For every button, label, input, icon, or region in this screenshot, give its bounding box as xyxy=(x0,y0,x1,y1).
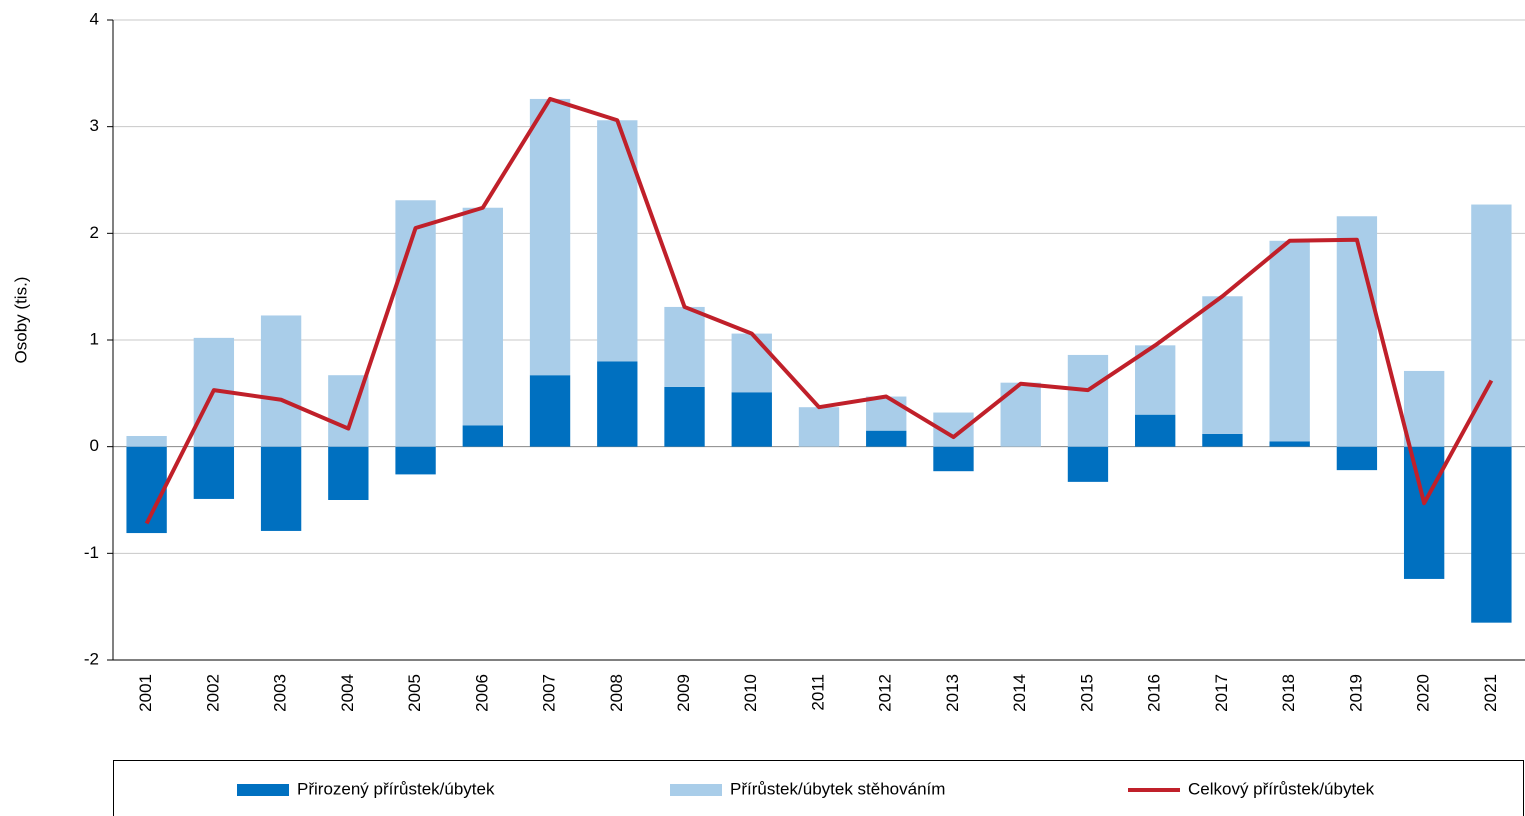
bar xyxy=(1000,382,1041,447)
x-tick-label: 2006 xyxy=(472,674,491,712)
bar xyxy=(1336,216,1378,447)
bar xyxy=(866,430,907,447)
legend-swatch xyxy=(237,784,289,796)
x-tick-label: 2012 xyxy=(876,674,895,712)
line xyxy=(144,96,1494,525)
legend-label: Celkový přírůstek/úbytek xyxy=(1188,779,1375,798)
x-tick-label: 2013 xyxy=(943,674,962,712)
x-tick-label: 2014 xyxy=(1010,674,1029,712)
x-tick-label: 2016 xyxy=(1145,674,1164,712)
bar xyxy=(1269,240,1310,442)
x-tick-label: 2017 xyxy=(1212,674,1231,712)
legend-swatch xyxy=(670,784,722,796)
x-tick-label: 2018 xyxy=(1279,674,1298,712)
x-tick-label: 2008 xyxy=(607,674,626,712)
y-tick-label: 1 xyxy=(90,329,99,348)
bar xyxy=(731,392,772,447)
bar xyxy=(126,446,167,534)
bar xyxy=(597,361,638,447)
bar xyxy=(664,386,705,447)
x-tick-label: 2015 xyxy=(1077,674,1096,712)
x-tick-label: 2004 xyxy=(338,674,357,712)
bar xyxy=(462,207,503,426)
y-tick-label: -2 xyxy=(84,649,99,668)
bar xyxy=(260,446,302,531)
y-axis-label: Osoby (tis.) xyxy=(11,277,30,364)
x-tick-label: 2003 xyxy=(271,674,290,712)
bar xyxy=(1269,441,1310,447)
x-tick-label: 2002 xyxy=(203,674,222,712)
x-tick-label: 2009 xyxy=(674,674,693,712)
x-tick-label: 2021 xyxy=(1481,674,1500,712)
bar xyxy=(1135,414,1176,447)
bar xyxy=(126,436,167,447)
x-tick-label: 2005 xyxy=(405,674,424,712)
bar xyxy=(1202,433,1243,447)
legend-label: Přirozený přírůstek/úbytek xyxy=(297,779,495,798)
bar xyxy=(529,98,571,376)
bar xyxy=(1403,446,1445,579)
legend-box xyxy=(113,760,1524,816)
x-tick-label: 2019 xyxy=(1346,674,1365,712)
bar xyxy=(731,333,772,393)
bar xyxy=(529,375,571,447)
bar xyxy=(798,407,840,447)
legend-label: Přírůstek/úbytek stěhováním xyxy=(730,779,945,798)
x-tick-label: 2007 xyxy=(540,674,559,712)
bar xyxy=(1336,446,1378,471)
bar xyxy=(193,446,235,499)
x-tick-label: 2020 xyxy=(1414,674,1433,712)
y-tick-label: 2 xyxy=(90,223,99,242)
bar xyxy=(664,306,705,387)
bar xyxy=(1067,354,1109,447)
x-tick-label: 2001 xyxy=(136,674,155,712)
bar xyxy=(328,446,369,500)
x-tick-label: 2011 xyxy=(808,674,827,711)
x-tick-label: 2010 xyxy=(741,674,760,712)
bar xyxy=(462,425,503,447)
bar xyxy=(1471,446,1512,623)
bar xyxy=(1202,296,1243,434)
y-tick-label: -1 xyxy=(84,543,99,562)
y-tick-label: 3 xyxy=(90,116,99,135)
y-tick-label: 4 xyxy=(90,9,99,28)
bar xyxy=(866,396,907,431)
bar xyxy=(1135,345,1176,415)
bar xyxy=(395,446,436,475)
bar xyxy=(1067,446,1109,482)
bar xyxy=(933,446,974,472)
y-tick-label: 0 xyxy=(90,436,99,455)
bar xyxy=(395,200,436,447)
bar xyxy=(1403,370,1445,447)
bar xyxy=(260,315,302,447)
